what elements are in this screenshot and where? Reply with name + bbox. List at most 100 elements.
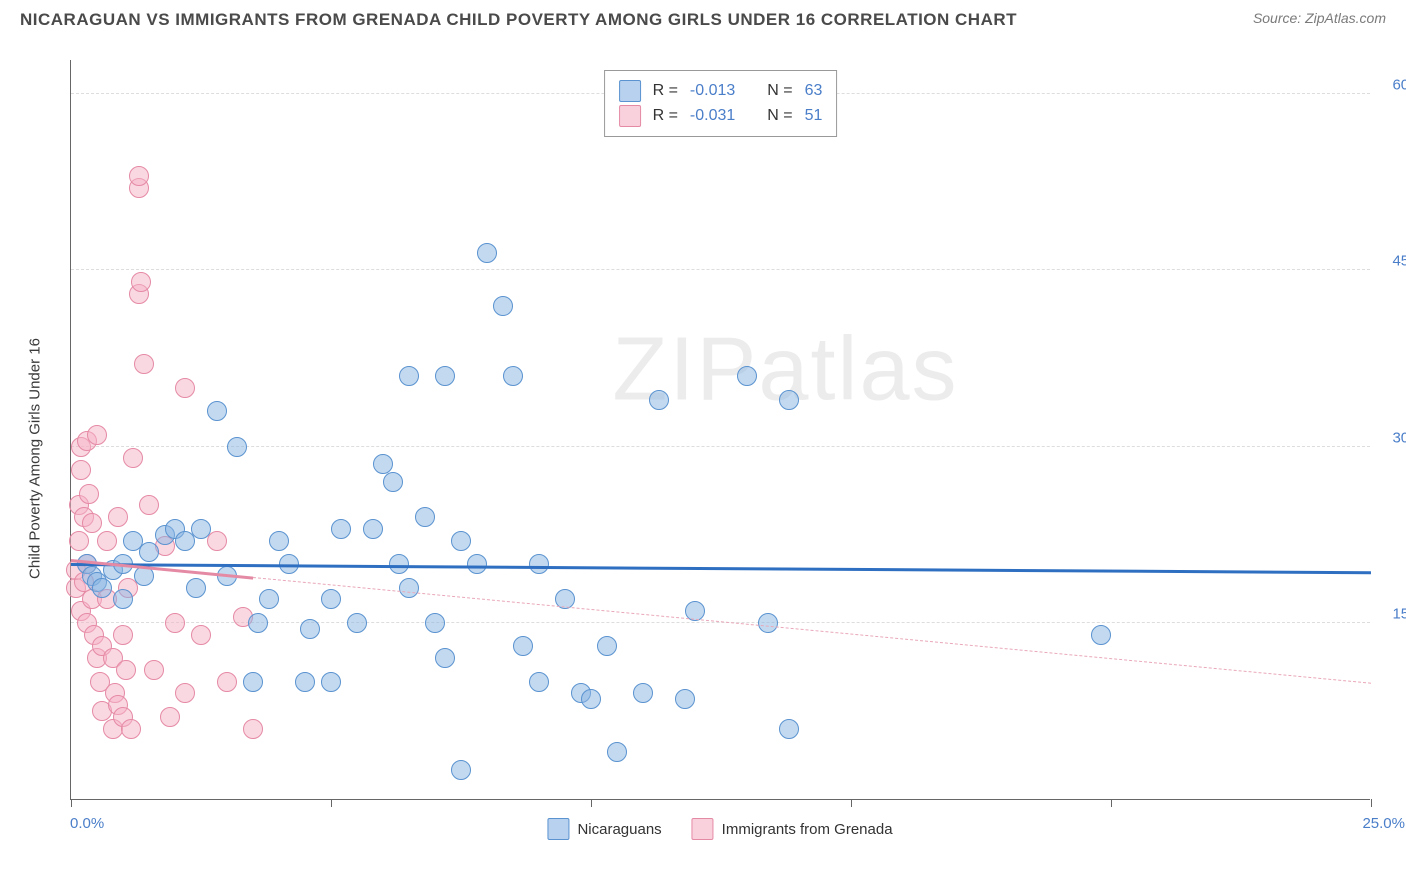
data-point-a xyxy=(779,719,799,739)
data-point-a xyxy=(399,578,419,598)
data-point-a xyxy=(227,437,247,457)
legend-item-a: Nicaraguans xyxy=(547,818,661,840)
data-point-a xyxy=(363,519,383,539)
data-point-a xyxy=(737,366,757,386)
y-axis-label: Child Poverty Among Girls Under 16 xyxy=(27,338,44,579)
trend-line xyxy=(71,563,1371,574)
data-point-a xyxy=(259,589,279,609)
r-value-a: -0.013 xyxy=(690,82,735,100)
x-tick xyxy=(1371,799,1372,807)
n-value-b: 51 xyxy=(805,107,823,125)
source-attribution: Source: ZipAtlas.com xyxy=(1253,10,1386,26)
legend-label-a: Nicaraguans xyxy=(577,821,661,838)
n-label: N = xyxy=(767,82,792,100)
data-point-a xyxy=(529,554,549,574)
data-point-a xyxy=(597,636,617,656)
data-point-b xyxy=(131,272,151,292)
data-point-a xyxy=(581,689,601,709)
data-point-a xyxy=(493,296,513,316)
data-point-b xyxy=(79,484,99,504)
header: NICARAGUAN VS IMMIGRANTS FROM GRENADA CH… xyxy=(0,0,1406,35)
data-point-a xyxy=(467,554,487,574)
data-point-b xyxy=(71,460,91,480)
data-point-b xyxy=(134,354,154,374)
data-point-a xyxy=(92,578,112,598)
data-point-b xyxy=(121,719,141,739)
y-tick-label: 15.0% xyxy=(1392,605,1406,622)
data-point-a xyxy=(295,672,315,692)
data-point-a xyxy=(607,742,627,762)
data-point-a xyxy=(248,613,268,633)
data-point-a xyxy=(207,401,227,421)
data-point-a xyxy=(139,542,159,562)
data-point-a xyxy=(269,531,289,551)
data-point-a xyxy=(435,648,455,668)
data-point-a xyxy=(321,672,341,692)
data-point-b xyxy=(97,531,117,551)
data-point-a xyxy=(675,689,695,709)
chart-area: Child Poverty Among Girls Under 16 ZIPat… xyxy=(50,50,1390,850)
data-point-a xyxy=(347,613,367,633)
data-point-b xyxy=(123,448,143,468)
x-tick xyxy=(331,799,332,807)
data-point-b xyxy=(113,625,133,645)
n-value-a: 63 xyxy=(805,82,823,100)
swatch-pink-icon xyxy=(619,105,641,127)
grid-line xyxy=(71,269,1370,270)
data-point-b xyxy=(87,425,107,445)
legend-series: Nicaraguans Immigrants from Grenada xyxy=(547,818,892,840)
trend-line xyxy=(253,577,1371,684)
data-point-a xyxy=(113,589,133,609)
legend-row-a: R = -0.013 N = 63 xyxy=(619,80,823,102)
data-point-b xyxy=(108,507,128,527)
data-point-a xyxy=(383,472,403,492)
legend-correlation: R = -0.013 N = 63 R = -0.031 N = 51 xyxy=(604,70,838,137)
swatch-blue-icon xyxy=(619,80,641,102)
data-point-b xyxy=(160,707,180,727)
data-point-a xyxy=(451,531,471,551)
data-point-a xyxy=(186,578,206,598)
y-tick-label: 60.0% xyxy=(1392,77,1406,94)
data-point-a xyxy=(300,619,320,639)
data-point-b xyxy=(139,495,159,515)
data-point-b xyxy=(129,166,149,186)
chart-title: NICARAGUAN VS IMMIGRANTS FROM GRENADA CH… xyxy=(20,10,1017,30)
swatch-blue-icon xyxy=(547,818,569,840)
n-label: N = xyxy=(767,107,792,125)
data-point-b xyxy=(116,660,136,680)
chart-container: NICARAGUAN VS IMMIGRANTS FROM GRENADA CH… xyxy=(0,0,1406,892)
r-label: R = xyxy=(653,107,678,125)
x-tick xyxy=(851,799,852,807)
data-point-a xyxy=(649,390,669,410)
x-tick-start: 0.0% xyxy=(70,815,104,832)
data-point-b xyxy=(144,660,164,680)
legend-label-b: Immigrants from Grenada xyxy=(722,821,893,838)
data-point-b xyxy=(165,613,185,633)
x-tick xyxy=(1111,799,1112,807)
legend-row-b: R = -0.031 N = 51 xyxy=(619,105,823,127)
data-point-b xyxy=(175,378,195,398)
x-tick xyxy=(71,799,72,807)
data-point-a xyxy=(529,672,549,692)
data-point-a xyxy=(513,636,533,656)
y-tick-label: 45.0% xyxy=(1392,253,1406,270)
x-tick xyxy=(591,799,592,807)
data-point-a xyxy=(758,613,778,633)
data-point-a xyxy=(191,519,211,539)
data-point-b xyxy=(243,719,263,739)
y-tick-label: 30.0% xyxy=(1392,429,1406,446)
r-value-b: -0.031 xyxy=(690,107,735,125)
data-point-a xyxy=(243,672,263,692)
plot-area: ZIPatlas R = -0.013 N = 63 R = -0.031 N … xyxy=(70,60,1370,800)
r-label: R = xyxy=(653,82,678,100)
data-point-a xyxy=(451,760,471,780)
data-point-a xyxy=(503,366,523,386)
data-point-a xyxy=(399,366,419,386)
data-point-a xyxy=(321,589,341,609)
data-point-a xyxy=(435,366,455,386)
data-point-b xyxy=(175,683,195,703)
data-point-a xyxy=(477,243,497,263)
data-point-b xyxy=(217,672,237,692)
data-point-a xyxy=(633,683,653,703)
x-tick-end: 25.0% xyxy=(1362,815,1405,832)
